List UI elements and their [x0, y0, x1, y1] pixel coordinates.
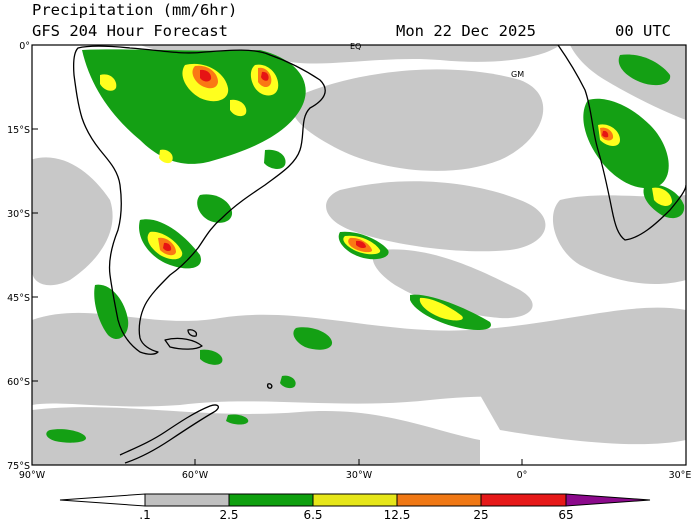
lat-label-0: 0°	[19, 41, 30, 52]
equator-marker: EQ	[350, 42, 361, 51]
precipitation-field	[32, 45, 686, 465]
lat-label-75s: 75°S	[7, 461, 30, 472]
lon-label-30w: 30°W	[346, 470, 373, 481]
forecast-time: 00 UTC	[615, 22, 671, 40]
colorbar-seg-0	[59, 493, 146, 507]
colorbar-label-5: 65	[558, 508, 574, 522]
lon-label-90w: 90°W	[19, 470, 46, 481]
lat-label-45s: 45°S	[7, 293, 30, 304]
colorbar-seg-1	[144, 493, 230, 507]
colorbar-label-3: 12.5	[383, 508, 411, 522]
lon-label-60w: 60°W	[182, 470, 209, 481]
map-frame	[31, 44, 687, 466]
colorbar-seg-5	[480, 493, 567, 507]
greenwich-marker: GM	[511, 70, 524, 79]
colorbar-seg-3	[312, 493, 398, 507]
colorbar-label-1: 2.5	[219, 508, 239, 522]
colorbar-seg-6	[565, 493, 651, 507]
lat-label-60s: 60°S	[7, 377, 30, 388]
colorbar	[59, 493, 651, 507]
lon-label-30e: 30°E	[669, 470, 692, 481]
lon-label-0: 0°	[517, 470, 528, 481]
lat-label-15s: 15°S	[7, 125, 30, 136]
colorbar-seg-2	[228, 493, 314, 507]
map-title: Precipitation (mm/6hr)	[32, 1, 238, 19]
colorbar-label-2: 6.5	[303, 508, 323, 522]
colorbar-label-0: .1	[139, 508, 151, 522]
colorbar-label-4: 25	[473, 508, 489, 522]
colorbar-seg-4	[396, 493, 482, 507]
forecast-date: Mon 22 Dec 2025	[396, 22, 536, 40]
forecast-subtitle: GFS 204 Hour Forecast	[32, 22, 228, 40]
lat-label-30s: 30°S	[7, 209, 30, 220]
